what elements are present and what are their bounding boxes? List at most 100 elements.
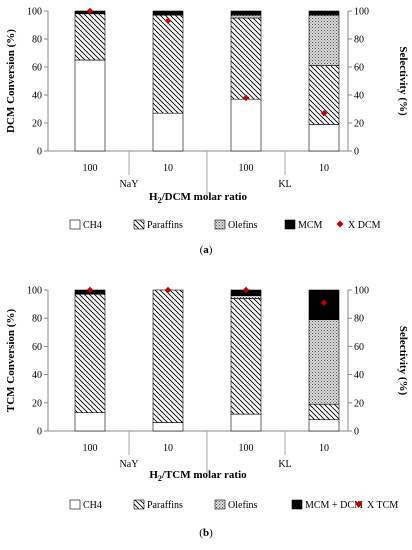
legend-label: CH4 [83, 220, 102, 231]
x-axis-title-subscript: 2 [158, 474, 162, 483]
bar-segment-white [308, 419, 340, 432]
conversion-marker [86, 7, 94, 15]
y2-tick-label: 0 [354, 147, 359, 158]
group-label: KL [278, 179, 291, 190]
legend-swatch-white [69, 219, 81, 230]
y-tick-label: 80 [32, 314, 42, 325]
x-axis-title-prefix: H [149, 191, 158, 203]
y-tick-label: 40 [32, 370, 42, 381]
legend-swatch-hatch [133, 499, 145, 510]
x-axis-title: H2/TCM molar ratio [149, 469, 247, 483]
caption-close: ) [209, 527, 213, 539]
x-tick-label: 10 [319, 443, 329, 454]
bar-segment-dots [230, 295, 262, 299]
conversion-marker [320, 110, 328, 117]
conversion-marker [242, 94, 250, 101]
y2-tick-label: 100 [354, 7, 369, 18]
x-tick-label: 100 [239, 443, 254, 454]
y2-tick-label: 40 [354, 370, 364, 381]
y2-tick-label: 80 [354, 314, 364, 325]
y2-tick-label: 80 [354, 35, 364, 46]
bar-segment-white [152, 422, 184, 432]
legend-label: X TCM [367, 500, 398, 511]
y2-tick-label: 0 [354, 427, 359, 438]
caption-letter: b [203, 527, 209, 539]
bar-segment-white [152, 112, 184, 152]
bar-segment-white [74, 412, 106, 432]
bar-segment-hatch [230, 298, 262, 415]
legend-label: MCM + DCM [305, 500, 363, 511]
y-tick-label: 100 [27, 7, 42, 18]
bar-segment-white [308, 124, 340, 152]
group-label: KL [278, 459, 291, 470]
panel-caption: (a) [200, 244, 213, 256]
bar-segment-white [230, 413, 262, 432]
legend-label: Paraffins [147, 220, 183, 231]
y-tick-label: 100 [27, 286, 42, 297]
y2-axis-title: Selectivity (%) [397, 46, 409, 116]
caption-open: ( [199, 527, 203, 539]
bar-segment-dots [308, 14, 340, 66]
x-tick-label: 10 [163, 443, 173, 454]
x-axis-title-suffix: /TCM molar ratio [161, 469, 247, 481]
x-axis-title-prefix: H [149, 469, 158, 481]
y-axis-title: TCM Conversion (%) [5, 309, 17, 413]
y-tick-label: 80 [32, 35, 42, 46]
legend-marker [355, 500, 363, 508]
bar-segment-white [74, 59, 106, 152]
chart-panel-a: 0 20 40 60 80 100 0 20 40 60 80 100 100 10 100 10 NaY KL H… [5, 7, 409, 257]
x-axis-title-suffix: /DCM molar ratio [161, 191, 248, 203]
bar-segment-dots [230, 14, 262, 19]
bar-segment-dots [308, 319, 340, 405]
y-tick-label: 20 [32, 398, 42, 409]
y-tick-label: 40 [32, 91, 42, 102]
y-tick-label: 0 [37, 147, 42, 158]
x-tick-label: 10 [163, 163, 173, 174]
conversion-marker [164, 17, 172, 24]
y2-tick-label: 60 [354, 63, 364, 74]
y2-tick-label: 20 [354, 119, 364, 130]
legend-swatch-dots [214, 219, 226, 230]
caption-open: ( [200, 244, 204, 256]
legend-swatch-dots [214, 499, 226, 510]
legend-label: Olefins [228, 500, 258, 511]
conversion-marker [164, 286, 172, 294]
bar-segment-black [230, 10, 262, 16]
x-tick-label: 100 [83, 163, 98, 174]
y2-axis-title: Selectivity (%) [397, 326, 409, 396]
y-tick-label: 0 [37, 427, 42, 438]
x-axis-title: H2/DCM molar ratio [149, 191, 247, 205]
legend-swatch-black [284, 219, 296, 230]
y2-tick-label: 100 [354, 286, 369, 297]
bar-segment-hatch [152, 14, 184, 114]
y2-tick-label: 20 [354, 398, 364, 409]
y-tick-label: 20 [32, 119, 42, 130]
y-tick-label: 60 [32, 342, 42, 353]
conversion-marker [86, 286, 94, 294]
bar-segment-hatch [308, 403, 340, 421]
panel-caption: (b) [199, 527, 213, 539]
y2-tick-label: 40 [354, 91, 364, 102]
legend-label: X DCM [348, 220, 381, 231]
chart-panel-b: 0 20 40 60 80 100 0 20 40 60 80 100 100 10 100 10 NaY KL H… [5, 286, 409, 540]
legend-swatch-white [69, 499, 81, 510]
x-tick-label: 100 [239, 163, 254, 174]
x-tick-label: 100 [83, 443, 98, 454]
legend-label: CH4 [83, 500, 102, 511]
caption-letter: a [203, 244, 209, 256]
bar-segment-hatch [152, 289, 184, 423]
caption-close: ) [209, 244, 213, 256]
legend-label: Olefins [228, 220, 258, 231]
legend-label: Paraffins [147, 500, 183, 511]
conversion-marker [320, 299, 328, 306]
group-label: NaY [120, 179, 139, 190]
legend-swatch-hatch [133, 219, 145, 230]
bar-segment-hatch [74, 13, 106, 61]
y-tick-label: 60 [32, 63, 42, 74]
conversion-marker [242, 286, 250, 294]
x-axis-title-subscript: 2 [158, 196, 162, 205]
bar-segment-white [230, 98, 262, 152]
bar-segment-black [308, 10, 340, 16]
legend-swatch-black [291, 499, 303, 510]
